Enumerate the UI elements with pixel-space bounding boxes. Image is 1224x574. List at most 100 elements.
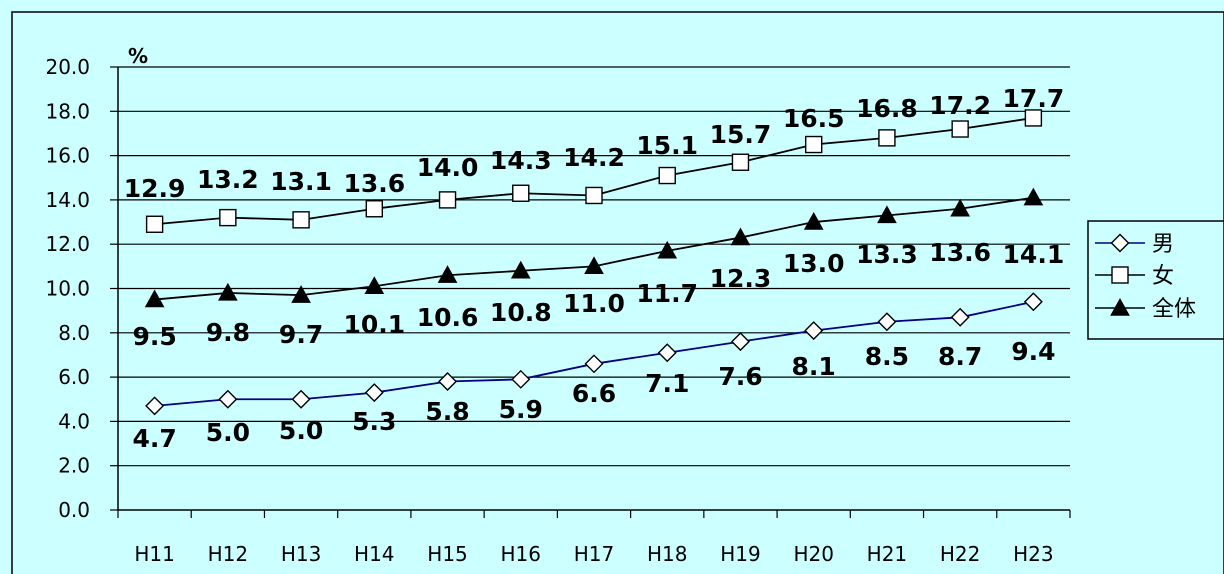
data-point [365, 200, 384, 218]
legend-box [1087, 220, 1224, 340]
y-tick-label: 6.0 [58, 365, 90, 389]
data-point [950, 307, 970, 327]
data-point [658, 166, 676, 185]
x-tick-label: H19 [720, 542, 761, 566]
data-label: 14.1 [1003, 240, 1065, 269]
data-point [585, 186, 603, 205]
data-labels: 4.7 5.0 5.0 5.3 5.8 5.9 6.6 7.1 7.6 8.1 8.5 8.7 9.4 1… [124, 84, 1064, 453]
data-point [292, 211, 310, 229]
data-point [584, 256, 604, 275]
y-tick-label: 10.0 [45, 277, 90, 301]
data-point [877, 312, 897, 332]
data-label: 7.6 [718, 362, 762, 391]
legend-entry-全体: 全体 [1095, 297, 1196, 322]
series-全体 [144, 187, 1044, 308]
data-point [438, 372, 458, 392]
data-point [584, 354, 604, 374]
y-tick-label: 20.0 [45, 55, 90, 79]
data-point [438, 191, 457, 209]
x-tick-label: H16 [501, 542, 542, 566]
data-point [510, 260, 531, 279]
x-tick-label: H20 [793, 542, 834, 566]
x-tick-label: H23 [1013, 542, 1054, 566]
data-point [145, 215, 164, 233]
data-label: 15.7 [710, 120, 772, 149]
data-label: 16.8 [856, 94, 918, 123]
x-tick-label: H21 [867, 542, 908, 566]
data-point [1023, 292, 1043, 312]
series-女 [145, 109, 1043, 233]
data-point [730, 227, 751, 246]
data-point [144, 289, 165, 308]
data-label: 14.2 [563, 143, 625, 172]
data-point [291, 285, 311, 303]
data-label: 14.3 [490, 146, 552, 175]
series [144, 109, 1044, 416]
legend-marker [1111, 266, 1129, 284]
data-point [1023, 187, 1044, 206]
data-label: 8.5 [865, 342, 909, 371]
y-tick-label: 2.0 [58, 454, 90, 478]
legend-label: 全体 [1152, 297, 1196, 322]
data-point [657, 240, 678, 259]
data-label: 15.1 [636, 131, 698, 160]
data-point [145, 396, 165, 416]
y-tick-label: 8.0 [58, 321, 90, 345]
x-tick-label: H12 [208, 542, 249, 566]
data-point [803, 212, 824, 230]
y-unit-label: % [128, 44, 148, 68]
data-point [512, 184, 530, 202]
data-label: 13.3 [856, 240, 918, 269]
data-label: 11.7 [636, 279, 698, 308]
data-label: 12.9 [124, 174, 186, 203]
y-tick-label: 16.0 [45, 144, 90, 168]
legend-entry-女: 女 [1095, 264, 1174, 289]
data-point [950, 198, 971, 217]
x-tick-label: H18 [647, 542, 688, 566]
y-tick-label: 4.0 [58, 409, 90, 433]
series-男 [145, 292, 1043, 416]
data-label: 10.8 [490, 298, 552, 327]
data-point [219, 208, 237, 227]
legend-marker [1110, 233, 1130, 253]
data-point [511, 369, 531, 389]
data-label: 9.7 [279, 320, 323, 349]
x-tick-label: H22 [940, 542, 981, 566]
data-label: 14.0 [417, 153, 479, 182]
data-label: 4.7 [132, 424, 176, 453]
data-point [877, 205, 897, 224]
data-point [437, 265, 458, 283]
data-label: 5.0 [279, 416, 323, 445]
data-label: 7.1 [645, 369, 689, 398]
data-label: 9.4 [1011, 337, 1055, 366]
y-tick-label: 14.0 [45, 188, 90, 212]
data-point [804, 321, 824, 341]
data-label: 11.0 [563, 289, 625, 318]
legend-marker [1110, 297, 1130, 316]
data-label: 10.1 [343, 310, 405, 339]
data-point [730, 332, 750, 352]
legend-entry-男: 男 [1095, 232, 1174, 257]
chart-area [11, 11, 1224, 574]
x-tick-label: H13 [281, 542, 322, 566]
data-point [364, 276, 385, 294]
data-point [878, 129, 896, 147]
data-label: 10.6 [417, 303, 479, 332]
x-tick-label: H11 [134, 542, 175, 566]
data-label: 5.3 [352, 407, 396, 436]
data-label: 6.6 [572, 379, 616, 408]
x-tick-label: H14 [354, 542, 395, 566]
legend-label: 女 [1152, 264, 1174, 289]
x-tick-label: H15 [427, 542, 468, 566]
data-point [217, 282, 238, 301]
x-tick-label: H17 [574, 542, 615, 566]
data-point [218, 389, 238, 409]
data-label: 17.2 [929, 91, 991, 120]
data-label: 16.5 [783, 104, 845, 133]
data-label: 8.1 [792, 352, 836, 381]
data-label: 13.6 [929, 238, 991, 267]
y-tick-label: 0.0 [58, 498, 90, 522]
